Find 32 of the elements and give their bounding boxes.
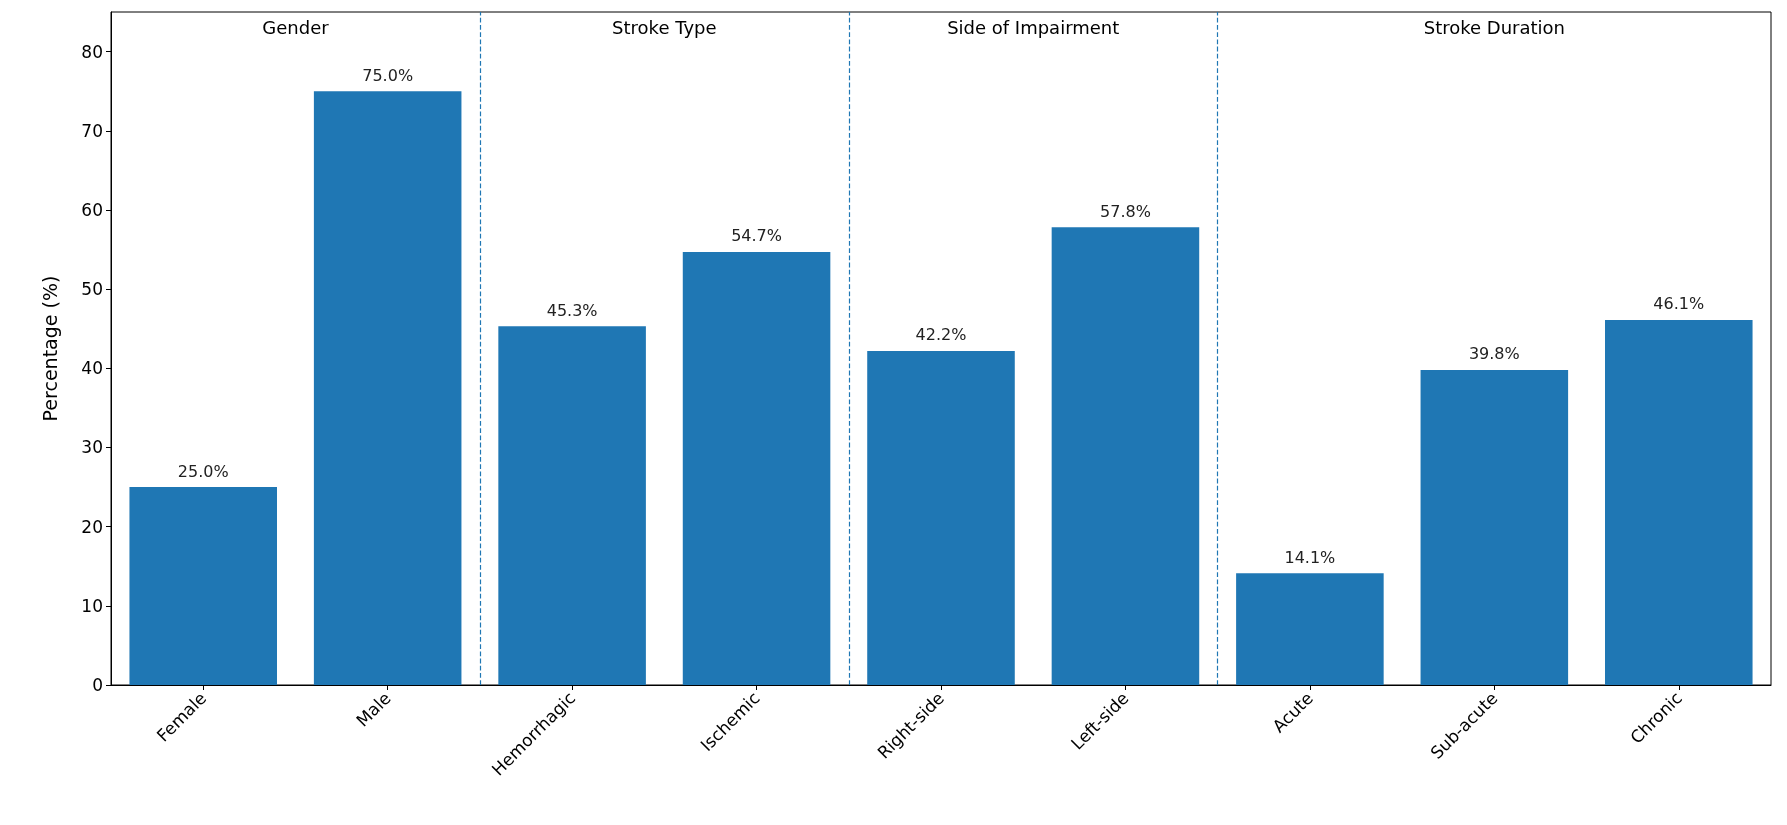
data-label: 54.7%	[731, 226, 782, 246]
y-tick-label: 20	[81, 516, 103, 537]
y-tick-label: 30	[81, 437, 103, 458]
data-label: 75.0%	[362, 65, 414, 85]
data-label: 14.1%	[1284, 547, 1336, 567]
bar	[682, 251, 831, 685]
y-tick-label: 60	[81, 199, 103, 220]
data-label: 57.8%	[1100, 201, 1151, 221]
data-label: 46.1%	[1653, 294, 1705, 314]
bar	[1420, 369, 1569, 685]
y-tick-label: 50	[81, 279, 103, 300]
y-axis-title: Percentage (%)	[38, 275, 61, 422]
annotation: Gender	[262, 16, 330, 38]
y-tick-label: 40	[81, 358, 103, 379]
bar	[1051, 227, 1200, 685]
bar	[1236, 573, 1384, 685]
data-label: 42.2%	[915, 325, 967, 345]
annotation: Stroke Type	[612, 16, 717, 38]
annotation: Stroke Duration	[1423, 16, 1565, 38]
y-tick-label: 10	[81, 595, 103, 616]
y-tick-label: 70	[81, 120, 103, 141]
y-tick-label: 0	[92, 675, 103, 695]
bar	[867, 350, 1015, 685]
bar	[313, 91, 462, 685]
bar	[129, 487, 277, 685]
data-label: 45.3%	[546, 300, 598, 320]
data-label: 39.8%	[1468, 344, 1520, 364]
y-tick-label: 80	[81, 41, 103, 62]
bar	[1605, 320, 1753, 685]
annotation: Side of Impairment	[947, 16, 1120, 38]
bar	[498, 326, 646, 685]
data-label: 25.0%	[177, 461, 229, 481]
